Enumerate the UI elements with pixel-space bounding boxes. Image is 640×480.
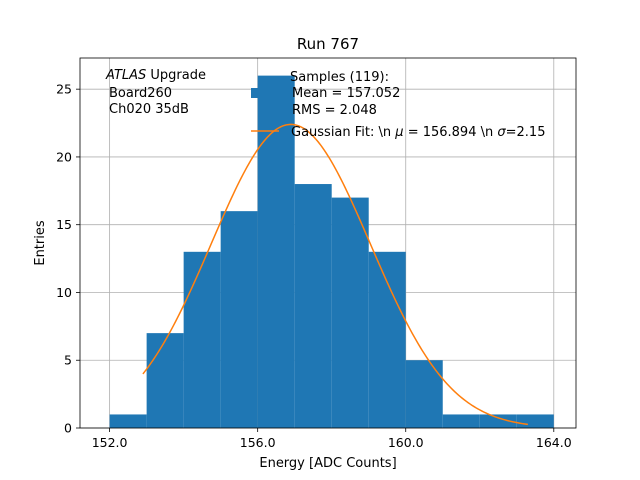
- x-tick-label-0: 152.0: [92, 435, 128, 450]
- legend-fit-sigma-symbol: σ: [497, 125, 506, 140]
- histogram-bar-1: [146, 333, 184, 428]
- y-tick-label-0: 0: [64, 421, 72, 436]
- legend: Samples (119): Mean = 157.052 RMS = 2.04…: [251, 70, 545, 140]
- x-axis-ticks: 152.0 156.0 160.0 164.0: [92, 428, 572, 450]
- plot-frame: [79, 57, 577, 429]
- y-axis-ticks: 0 5 10 15 20 25: [56, 82, 80, 436]
- annotation-line-1: ATLAS Upgrade: [105, 68, 206, 83]
- chart-title: Run 767: [297, 35, 359, 53]
- legend-fit-label: Gaussian Fit: \n μ = 156.894 \n σ=2.15: [291, 125, 545, 140]
- histogram-bar-8: [405, 360, 443, 428]
- y-tick-label-4: 20: [56, 149, 72, 164]
- gaussian-fit-line: [142, 123, 528, 426]
- histogram-bars: [109, 75, 554, 428]
- histogram-bar-10: [479, 414, 517, 428]
- x-tick-label-1: 156.0: [240, 435, 276, 450]
- legend-fit-sigma-value: =2.15: [506, 125, 546, 140]
- histogram-bar-9: [442, 414, 480, 428]
- histogram-bar-3: [220, 211, 258, 428]
- x-axis-label: Energy [ADC Counts]: [259, 456, 396, 471]
- y-tick-label-1: 5: [64, 353, 72, 368]
- y-axis-label: Entries: [33, 220, 48, 266]
- annotation-channel: Ch020 35dB: [109, 102, 189, 117]
- histogram-bar-4: [257, 75, 295, 428]
- legend-fit-prefix: Gaussian Fit: \n: [291, 125, 395, 140]
- legend-samples-swatch: [251, 88, 279, 98]
- annotation-experiment: ATLAS: [105, 68, 146, 83]
- x-tick-label-3: 164.0: [536, 435, 572, 450]
- y-tick-label-5: 25: [56, 82, 72, 97]
- legend-samples-mean: Mean = 157.052: [292, 86, 400, 101]
- y-tick-label-3: 15: [56, 217, 72, 232]
- histogram-bar-2: [183, 251, 221, 428]
- histogram-bar-11: [516, 414, 554, 428]
- histogram-bar-5: [294, 184, 332, 428]
- y-tick-label-2: 10: [56, 285, 72, 300]
- run-annotation: ATLAS Upgrade Board260 Ch020 35dB: [105, 68, 206, 117]
- histogram-bar-6: [331, 197, 369, 428]
- legend-fit-mu-value: = 156.894 \n: [404, 125, 498, 140]
- legend-fit-mu-symbol: μ: [394, 125, 403, 140]
- legend-samples-rms: RMS = 2.048: [292, 103, 377, 118]
- annotation-experiment-suffix: Upgrade: [146, 68, 206, 83]
- histogram-bar-7: [368, 251, 406, 428]
- annotation-board: Board260: [109, 86, 172, 101]
- x-tick-label-2: 160.0: [388, 435, 424, 450]
- legend-samples-title: Samples (119):: [290, 70, 389, 85]
- histogram-bar-0: [109, 414, 147, 428]
